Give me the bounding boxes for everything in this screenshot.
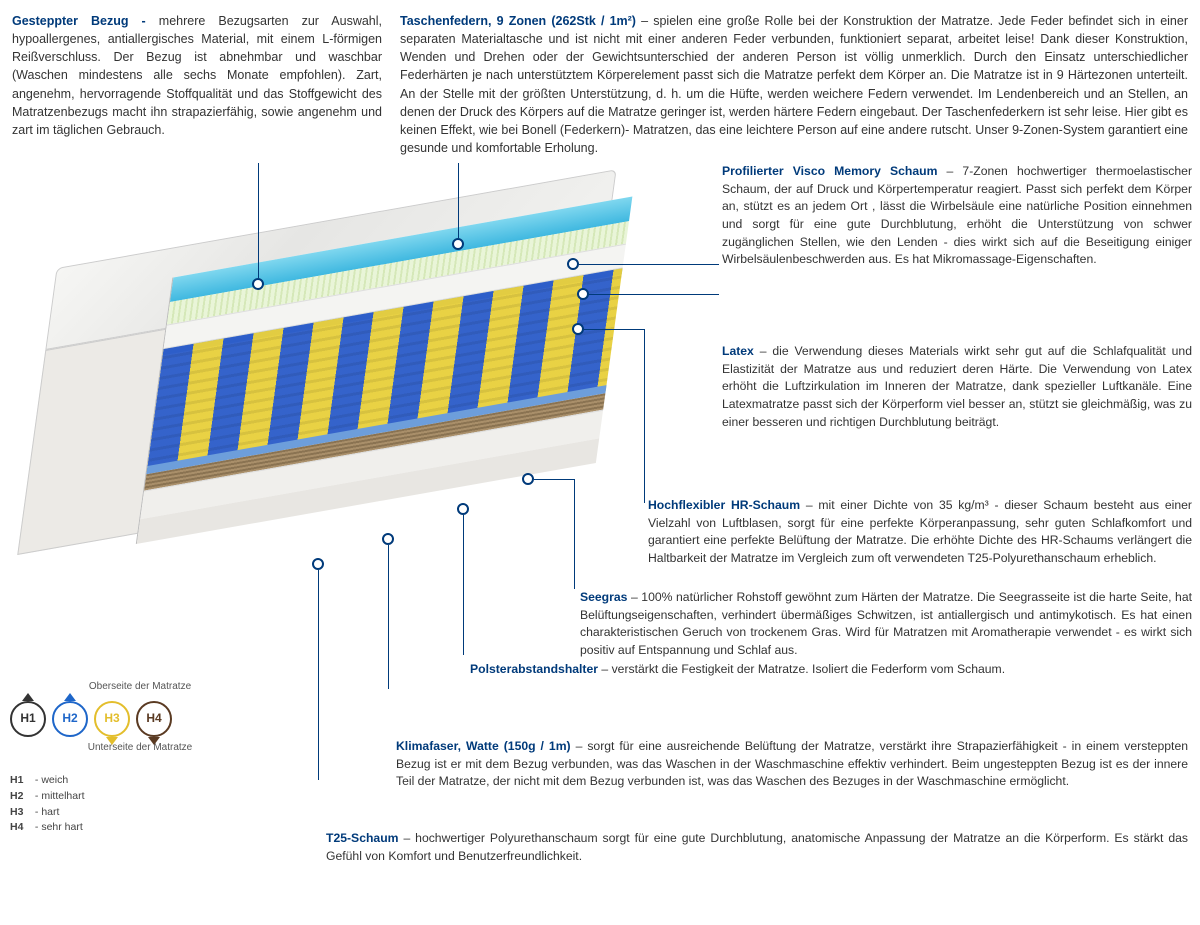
legend-label-h4: sehr hart xyxy=(41,821,82,833)
h4-code: H4 xyxy=(146,710,161,727)
seegras-body: – 100% natürlicher Rohstoff gewöhnt zum … xyxy=(580,590,1192,657)
dot-cover xyxy=(252,278,264,290)
hardness-h1: H1 xyxy=(10,701,46,737)
arrow-up-icon xyxy=(64,693,76,701)
legend-code-h4: H4 xyxy=(10,820,32,836)
mattress-illustration xyxy=(32,223,592,573)
hardness-h4: H4 xyxy=(136,701,172,737)
dot-hr xyxy=(572,323,584,335)
latex-body: – die Verwendung dieses Materials wirkt … xyxy=(722,344,1192,429)
dot-t25 xyxy=(312,558,324,570)
callout-hr: Hochflexibler HR-Schaum – mit einer Dich… xyxy=(648,497,1192,568)
latex-title: Latex xyxy=(722,344,754,358)
springs-body: – spielen eine große Rolle bei der Konst… xyxy=(400,14,1188,155)
callout-polster: Polsterabstandshalter – verstärkt die Fe… xyxy=(470,661,1192,679)
lead-seegras-v xyxy=(574,479,575,589)
callout-t25: T25-Schaum – hochwertiger Polyurethansch… xyxy=(326,830,1188,865)
legend-label-h1: weich xyxy=(41,774,68,786)
lead-polster xyxy=(463,515,464,655)
dot-latex xyxy=(577,288,589,300)
lead-latex xyxy=(589,294,719,295)
cover-body: mehrere Bezugsarten zur Auswahl, hypoall… xyxy=(12,14,382,137)
callout-klima: Klimafaser, Watte (150g / 1m) – sorgt fü… xyxy=(396,738,1188,791)
h1-code: H1 xyxy=(20,710,35,727)
diagram-area: Profilierter Visco Memory Schaum – 7-Zon… xyxy=(12,163,1188,723)
callout-visco: Profilierter Visco Memory Schaum – 7-Zon… xyxy=(722,163,1192,269)
lead-visco xyxy=(579,264,719,265)
dot-seegras xyxy=(522,473,534,485)
lead-springs xyxy=(458,163,459,238)
legend-label-h3: hart xyxy=(41,806,59,818)
callout-latex: Latex – die Verwendung dieses Materials … xyxy=(722,343,1192,431)
dot-klima xyxy=(382,533,394,545)
hr-title: Hochflexibler HR-Schaum xyxy=(648,498,800,512)
lead-hr-h xyxy=(584,329,644,330)
lead-cover xyxy=(258,163,259,278)
seegras-title: Seegras xyxy=(580,590,627,604)
lead-t25 xyxy=(318,570,319,780)
t25-body: – hochwertiger Polyurethanschaum sorgt f… xyxy=(326,831,1188,863)
arrow-down-icon xyxy=(106,737,118,745)
arrow-up-icon xyxy=(22,693,34,701)
legend-code-h3: H3 xyxy=(10,805,32,821)
h2-code: H2 xyxy=(62,710,77,727)
dot-visco xyxy=(567,258,579,270)
dot-polster xyxy=(457,503,469,515)
lead-klima xyxy=(388,545,389,689)
polster-title: Polsterabstandshalter xyxy=(470,662,598,676)
klima-title: Klimafaser, Watte (150g / 1m) xyxy=(396,739,571,753)
legend-label-h2: mittelhart xyxy=(41,790,84,802)
callout-seegras: Seegras – 100% natürlicher Rohstoff gewö… xyxy=(580,589,1192,660)
polster-body: – verstärkt die Festigkeit der Matratze.… xyxy=(601,662,1005,676)
legend-circles: H1 H2 H3 H4 xyxy=(10,701,270,737)
visco-title: Profilierter Visco Memory Schaum xyxy=(722,164,937,178)
dot-springs xyxy=(452,238,464,250)
legend-code-h2: H2 xyxy=(10,789,32,805)
hardness-h2: H2 xyxy=(52,701,88,737)
cover-title: Gesteppter Bezug - xyxy=(12,14,146,28)
cover-paragraph: Gesteppter Bezug - mehrere Bezugsarten z… xyxy=(12,12,382,157)
lead-seegras-h xyxy=(534,479,574,480)
legend-bottom-label: Unterseite der Matratze xyxy=(10,741,270,756)
t25-title: T25-Schaum xyxy=(326,831,398,845)
arrow-down-icon xyxy=(148,737,160,745)
h3-code: H3 xyxy=(104,710,119,727)
top-row: Gesteppter Bezug - mehrere Bezugsarten z… xyxy=(12,12,1188,157)
legend-list: H1 - weich H2 - mittelhart H3 - hart H4 … xyxy=(10,773,270,836)
hardness-h3: H3 xyxy=(94,701,130,737)
visco-body: – 7-Zonen hochwertiger thermoelastischer… xyxy=(722,164,1192,266)
lead-hr-v xyxy=(644,329,645,503)
legend-code-h1: H1 xyxy=(10,773,32,789)
hardness-legend: Oberseite der Matratze H1 H2 H3 H4 Unter… xyxy=(10,680,270,836)
springs-title: Taschenfedern, 9 Zonen (262Stk / 1m²) xyxy=(400,14,636,28)
springs-paragraph: Taschenfedern, 9 Zonen (262Stk / 1m²) – … xyxy=(400,12,1188,157)
legend-top-label: Oberseite der Matratze xyxy=(10,680,270,695)
